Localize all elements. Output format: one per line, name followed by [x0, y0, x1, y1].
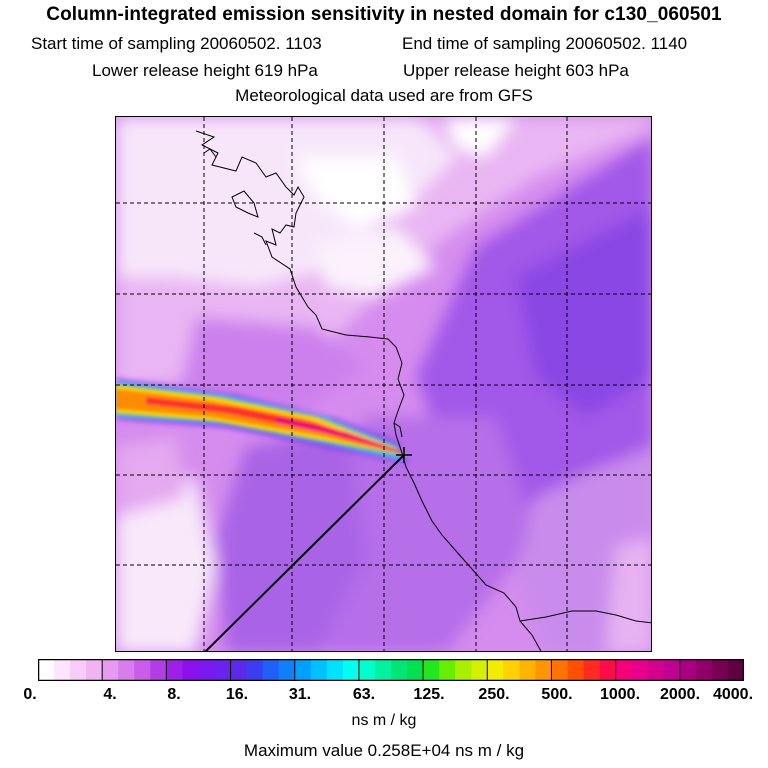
tick-label: 250. [478, 686, 510, 703]
colorbar-swatch [38, 659, 55, 681]
colorbar-swatch [487, 659, 504, 681]
colorbar-swatch [567, 659, 585, 681]
colorbar-swatch [695, 659, 713, 681]
colorbar-swatch [118, 659, 135, 681]
coastline [195, 130, 651, 651]
colorbar-swatch [134, 659, 151, 681]
colorbar-swatch [439, 659, 456, 681]
colorbar-units: ns m / kg [351, 712, 417, 729]
colorbar-swatch [198, 659, 215, 681]
sensitivity-map [115, 116, 652, 652]
colorbar-swatch [679, 659, 697, 681]
colorbar-swatch [262, 659, 280, 681]
colorbar-swatch [391, 659, 408, 681]
release-lower: Lower release height 619 hPa [92, 61, 318, 80]
tick-label: 1000. [599, 686, 641, 703]
colorbar-swatch [246, 659, 264, 681]
tick-label: 4000. [712, 686, 754, 703]
colorbar-swatch [615, 659, 633, 681]
sampling-start: Start time of sampling 20060502. 1103 [31, 34, 322, 53]
colorbar-swatch [423, 659, 440, 681]
colorbar-swatch [647, 659, 665, 681]
colorbar-swatch [455, 659, 472, 681]
colorbar-swatch [358, 659, 376, 681]
colorbar-swatch [214, 659, 232, 681]
maximum-value: Maximum value 0.258E+04 ns m / kg [243, 741, 525, 760]
colorbar-swatch [326, 659, 344, 681]
tick-label: 125. [413, 686, 445, 703]
receptor-marker [396, 447, 412, 463]
tick-label: 63. [352, 686, 376, 703]
colorbar-swatch [551, 659, 568, 681]
colorbar-swatch [150, 659, 167, 681]
tick-label: 8. [167, 686, 181, 703]
sampling-end: End time of sampling 20060502. 1140 [402, 34, 688, 53]
colorbar-swatch [166, 659, 183, 681]
colorbar-border [38, 659, 744, 681]
colorbar-swatch [711, 659, 729, 681]
colorbar-swatch [407, 659, 424, 681]
tick-label: 4. [103, 686, 117, 703]
colorbar-swatch [727, 659, 744, 681]
tick-label: 2000. [659, 686, 701, 703]
map-canvas [116, 117, 651, 651]
release-upper: Upper release height 603 hPa [403, 61, 629, 80]
colorbar-swatch [342, 659, 360, 681]
tick-label: 16. [225, 686, 249, 703]
chart-title: Column-integrated emission sensitivity i… [46, 4, 722, 25]
colorbar-swatch [278, 659, 296, 681]
colorbar-swatch [310, 659, 328, 681]
tick-label: 31. [288, 686, 312, 703]
colorbar-swatch [54, 659, 71, 681]
plume [116, 379, 408, 463]
colorbar-swatch [599, 659, 617, 681]
trajectory [204, 454, 405, 651]
colorbar-swatch [70, 659, 87, 681]
colorbar [38, 659, 744, 681]
colorbar-swatch [294, 659, 312, 681]
tick-label: 0. [23, 686, 37, 703]
colorbar-swatch [374, 659, 392, 681]
colorbar-swatch [631, 659, 649, 681]
colorbar-swatch [535, 659, 552, 681]
colorbar-swatch [182, 659, 199, 681]
colorbar-swatch [86, 659, 103, 681]
colorbar-swatch [230, 659, 248, 681]
colorbar-swatch [471, 659, 488, 681]
colorbar-swatch [503, 659, 520, 681]
tick-label: 500. [541, 686, 573, 703]
colorbar-swatch [583, 659, 601, 681]
met-data-note: Meteorological data used are from GFS [235, 86, 533, 105]
colorbar-swatch [519, 659, 536, 681]
colorbar-swatch [102, 659, 119, 681]
colorbar-swatch [663, 659, 681, 681]
